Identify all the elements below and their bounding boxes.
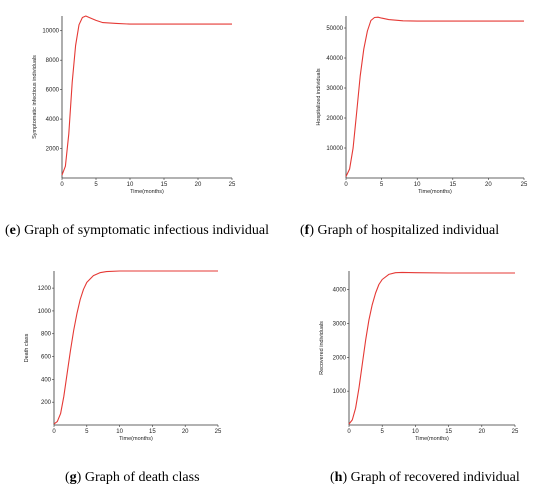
y-tick-label-h: 3000 (333, 321, 347, 327)
x-tick-label-g: 0 (52, 429, 56, 435)
y-tick-label-e: 8000 (46, 58, 60, 64)
y-tick-label-g: 600 (41, 355, 52, 361)
x-tick-label-f: 0 (344, 182, 348, 188)
chart-panel-h: 0 5 10 15 20 25 1000 2000 3000 4000 Time(months) Re… (315, 265, 525, 445)
y-axis-label-g: Death class (24, 333, 30, 362)
x-axis-label-f: Time(months) (418, 189, 452, 195)
chart-panel-f: 0 5 10 15 20 25 10000 20000 30000 40000 50000 Time(… (310, 10, 530, 200)
caption-f: (f) Graph of hospitalized individual (300, 223, 500, 238)
x-tick-label-g: 5 (85, 429, 89, 435)
y-tick-label-f: 20000 (326, 116, 343, 122)
x-tick-label-f: 5 (380, 182, 384, 188)
series-line-e (61, 15, 232, 176)
x-tick-label-h: 25 (512, 429, 519, 435)
x-tick-label-h: 15 (445, 429, 452, 435)
y-tick-label-e: 4000 (46, 117, 60, 123)
series-line-h (348, 271, 515, 425)
x-tick-label-e: 25 (229, 182, 236, 188)
y-axis-label-f: Hospitalized individuals (316, 68, 322, 125)
chart-g-svg: 0 5 10 15 20 25 200 400 600 800 1000 1200 Time(month… (24, 270, 222, 442)
chart-panel-g: 0 5 10 15 20 25 200 400 600 800 1000 1200 Time(month… (24, 265, 230, 445)
x-tick-label-h: 0 (347, 429, 351, 435)
y-axis-label-h: Recovered individuals (319, 321, 325, 375)
y-tick-label-g: 1000 (38, 309, 52, 315)
x-tick-label-e: 0 (60, 182, 64, 188)
x-tick-label-e: 5 (94, 182, 98, 188)
x-tick-label-h: 10 (412, 429, 419, 435)
y-tick-label-g: 200 (41, 400, 52, 406)
caption-e: (e) Graph of symptomatic infectious indi… (5, 223, 270, 238)
caption-h-letter: h (334, 470, 343, 485)
y-tick-label-f: 50000 (326, 26, 343, 32)
y-tick-label-f: 10000 (326, 146, 343, 152)
y-axis-label-e: Symptomatic infectious individuals (32, 55, 38, 139)
y-tick-label-h: 4000 (333, 288, 347, 294)
x-axis-label-g: Time(months) (119, 436, 153, 442)
y-tick-label-e: 10000 (42, 29, 59, 35)
x-tick-label-g: 25 (215, 429, 222, 435)
caption-f-letter: f (304, 223, 310, 238)
x-tick-label-e: 10 (127, 182, 134, 188)
y-tick-label-f: 40000 (326, 56, 343, 62)
y-tick-label-e: 6000 (46, 88, 60, 94)
series-line-f (345, 16, 524, 177)
x-tick-label-g: 20 (182, 429, 189, 435)
chart-h-svg: 0 5 10 15 20 25 1000 2000 3000 4000 Time(months) Re… (319, 271, 519, 442)
chart-e-svg: 0 5 10 15 20 25 2000 4000 6000 8000 10000 Time(mont… (32, 15, 236, 195)
x-tick-label-g: 10 (116, 429, 123, 435)
caption-g-text: Graph of death class (81, 470, 200, 485)
caption-f-text: Graph of hospitalized individual (314, 223, 500, 238)
series-line-g (53, 270, 218, 425)
caption-e-letter: e (9, 223, 16, 238)
caption-h: (h) Graph of recovered individual (330, 470, 520, 485)
x-tick-label-f: 15 (449, 182, 456, 188)
x-tick-label-h: 20 (478, 429, 485, 435)
caption-g: (g) Graph of death class (65, 470, 200, 485)
chart-panel-e: 0 5 10 15 20 25 2000 4000 6000 8000 10000 Time(mont… (30, 10, 240, 200)
x-tick-label-e: 15 (161, 182, 168, 188)
x-tick-label-g: 15 (149, 429, 156, 435)
chart-f-svg: 0 5 10 15 20 25 10000 20000 30000 40000 50000 Time(… (316, 16, 528, 195)
x-tick-label-f: 25 (521, 182, 528, 188)
caption-h-text: Graph of recovered individual (347, 470, 520, 485)
y-tick-label-g: 800 (41, 332, 52, 338)
x-tick-label-f: 10 (414, 182, 421, 188)
y-tick-label-g: 400 (41, 377, 52, 383)
y-tick-label-h: 2000 (333, 355, 347, 361)
y-tick-label-g: 1200 (38, 286, 52, 292)
caption-g-letter: g (69, 470, 77, 485)
x-tick-label-f: 20 (485, 182, 492, 188)
x-axis-label-h: Time(months) (415, 436, 449, 442)
y-tick-label-e: 2000 (46, 147, 60, 153)
caption-e-text: Graph of symptomatic infectious individu… (20, 223, 270, 238)
y-tick-label-h: 1000 (333, 389, 347, 395)
x-tick-label-h: 5 (381, 429, 385, 435)
x-tick-label-e: 20 (195, 182, 202, 188)
y-tick-label-f: 30000 (326, 86, 343, 92)
x-axis-label-e: Time(months) (130, 189, 164, 195)
